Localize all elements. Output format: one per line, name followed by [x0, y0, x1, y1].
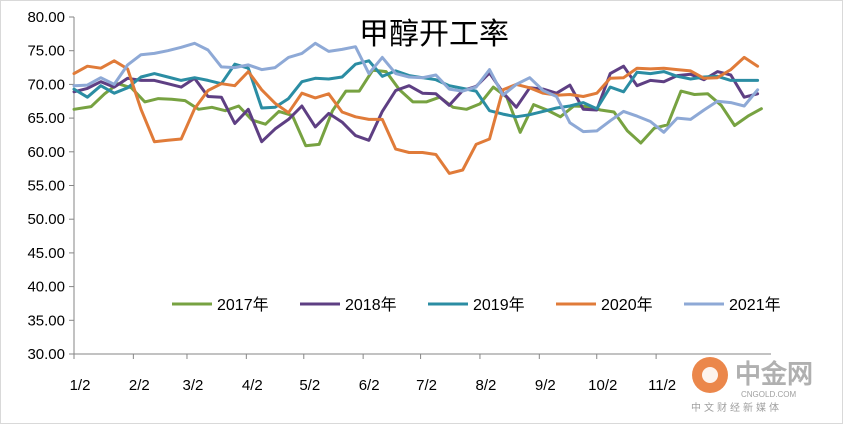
x-tick-label: 10/2: [588, 377, 617, 394]
series-lines: [72, 41, 763, 175]
series-line-2020年: [72, 55, 760, 175]
y-tick-label: 70.00: [27, 76, 65, 93]
y-tick-label: 65.00: [27, 110, 65, 127]
watermark-brand: 中金网: [735, 359, 813, 390]
x-tick-label: 9/2: [535, 377, 556, 394]
y-tick-label: 35.00: [27, 312, 65, 329]
series-line-2021年: [72, 41, 760, 134]
axes: 30.00 35.00 40.00 45.00 50.00 55.00 60.00 65.00…: [27, 9, 771, 394]
legend-label: 2021年: [729, 296, 781, 314]
x-tick-label: 5/2: [299, 377, 320, 394]
watermark: 中金网 CNGOLD.COM 中文财经新媒体: [691, 357, 813, 414]
legend: 2017年 2018年 2019年 2020年 2021年: [172, 296, 781, 314]
series-line-2018年: [72, 64, 760, 144]
y-tick-label: 75.00: [27, 43, 65, 60]
y-tick-label: 55.00: [27, 178, 65, 195]
x-tick-label: 8/2: [476, 377, 497, 394]
legend-label: 2017年: [217, 296, 269, 314]
watermark-logo-inner-icon: [702, 367, 718, 383]
watermark-domain: CNGOLD.COM: [741, 390, 796, 399]
y-tick-label: 40.00: [27, 279, 65, 296]
watermark-tagline: 中文财经新媒体: [691, 401, 782, 414]
x-tick-label: 2/2: [129, 377, 150, 394]
chart-title: 甲醇开工率: [359, 17, 509, 52]
legend-label: 2018年: [345, 296, 397, 314]
x-tick-label: 7/2: [416, 377, 437, 394]
x-tick-label: 11/2: [648, 377, 676, 394]
y-tick-label: 45.00: [27, 245, 65, 262]
y-tick-label: 50.00: [27, 211, 65, 228]
x-tick-label: 1/2: [70, 377, 91, 394]
series-line-2017年: [72, 68, 763, 148]
y-tick-label: 60.00: [27, 144, 65, 161]
y-tick-label: 80.00: [27, 9, 65, 26]
legend-label: 2020年: [601, 296, 653, 314]
y-tick-label: 30.00: [27, 346, 65, 363]
x-tick-label: 3/2: [183, 377, 204, 394]
x-tick-label: 6/2: [359, 377, 380, 394]
legend-label: 2019年: [473, 296, 525, 314]
x-tick-label: 4/2: [242, 377, 263, 394]
